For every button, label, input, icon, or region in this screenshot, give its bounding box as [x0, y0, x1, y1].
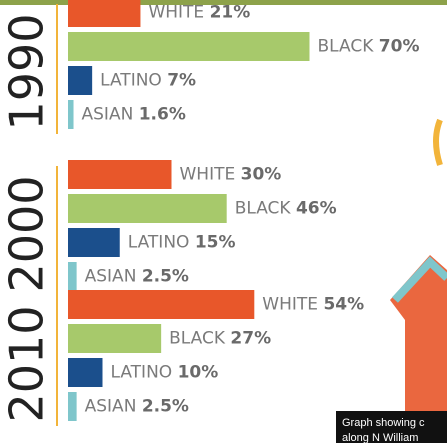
category-label: BLACK	[318, 37, 375, 57]
bar-label: BLACK 46%	[235, 199, 337, 219]
value-label: 21%	[210, 3, 251, 23]
bar	[68, 392, 77, 421]
category-label: WHITE	[180, 165, 236, 185]
category-label: ASIAN	[82, 105, 134, 125]
value-label: 2.5%	[142, 267, 189, 287]
value-label: 70%	[379, 37, 420, 57]
value-label: 54%	[323, 295, 364, 315]
caption: along N William	[342, 432, 418, 443]
value-label: 46%	[296, 199, 337, 219]
bar-label: BLACK 27%	[169, 329, 271, 349]
caption: Graph showing c	[342, 417, 425, 429]
sun-decoration	[436, 120, 440, 165]
bar-label: ASIAN 1.6%	[82, 105, 186, 125]
bar-label: LATINO 15%	[128, 233, 236, 253]
bar	[68, 228, 120, 257]
bar	[68, 160, 172, 189]
bar	[68, 290, 254, 319]
value-label: 10%	[178, 363, 219, 383]
bar	[68, 358, 103, 387]
category-label: WHITE	[262, 295, 318, 315]
year-label: 1990	[0, 13, 54, 130]
bar	[68, 194, 227, 223]
bar	[68, 66, 92, 95]
category-label: BLACK	[235, 199, 292, 219]
category-label: LATINO	[100, 71, 162, 91]
value-label: 15%	[195, 233, 236, 253]
bar-label: WHITE 54%	[262, 295, 364, 315]
year-label: 2000	[0, 175, 54, 292]
bar	[68, 0, 140, 27]
category-label: LATINO	[111, 363, 173, 383]
value-label: 30%	[241, 165, 282, 185]
chart: Graph showing c along N William 1990 WHIT…	[0, 0, 447, 443]
bar-label: LATINO 7%	[100, 71, 196, 91]
bar	[68, 262, 77, 291]
bar-label: ASIAN 2.5%	[85, 267, 189, 287]
bar-label: ASIAN 2.5%	[85, 397, 189, 417]
bar-label: WHITE 30%	[180, 165, 282, 185]
category-label: ASIAN	[85, 397, 137, 417]
year-label: 2010	[0, 305, 54, 422]
value-label: 7%	[167, 71, 196, 91]
value-label: 2.5%	[142, 397, 189, 417]
bar-label: BLACK 70%	[318, 37, 420, 57]
category-label: WHITE	[148, 3, 204, 23]
bar	[68, 100, 74, 129]
bar-label: WHITE 21%	[148, 3, 250, 23]
category-label: BLACK	[169, 329, 226, 349]
bar	[68, 324, 161, 353]
bar-label: LATINO 10%	[111, 363, 219, 383]
bar	[68, 32, 310, 61]
category-label: LATINO	[128, 233, 190, 253]
value-label: 1.6%	[139, 105, 186, 125]
category-label: ASIAN	[85, 267, 137, 287]
value-label: 27%	[230, 329, 271, 349]
